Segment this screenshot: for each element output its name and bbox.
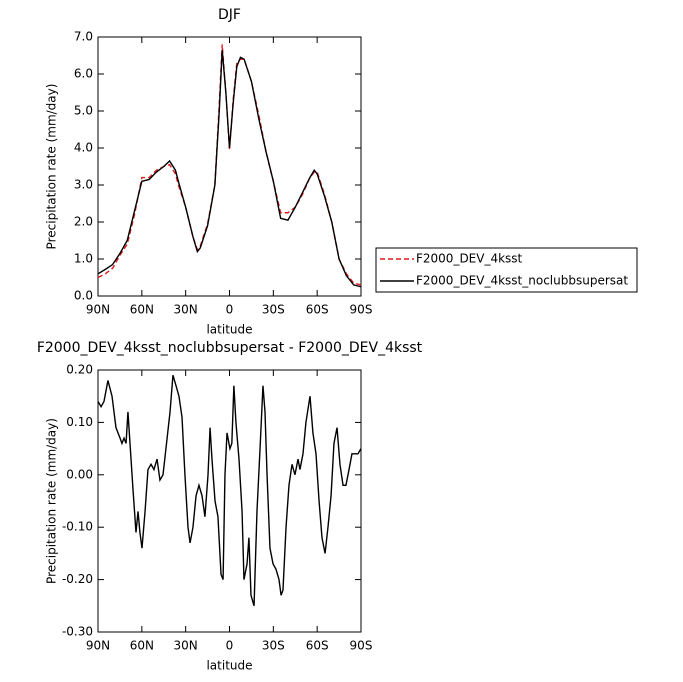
x-axis-label: latitude xyxy=(206,659,252,673)
y-tick-label: 0.10 xyxy=(66,415,93,429)
x-tick-label: 30S xyxy=(262,639,285,653)
x-tick-label: 60S xyxy=(306,639,329,653)
x-tick-label: 0 xyxy=(226,303,234,317)
y-tick-label: 0.20 xyxy=(66,363,93,377)
y-tick-label: 6.0 xyxy=(74,67,93,81)
x-tick-label: 30N xyxy=(174,639,198,653)
chart-title: F2000_DEV_4ksst_noclubbsupersat - F2000_… xyxy=(37,340,423,356)
y-tick-label: 1.0 xyxy=(74,252,93,266)
y-tick-label: -0.20 xyxy=(62,572,93,586)
x-tick-label: 90S xyxy=(350,303,373,317)
data-line xyxy=(97,375,362,606)
y-tick-label: -0.10 xyxy=(62,520,93,534)
plot-frame xyxy=(97,36,362,297)
data-line xyxy=(97,44,362,286)
legend-label: F2000_DEV_4ksst xyxy=(416,252,523,266)
y-tick-label: 7.0 xyxy=(74,30,93,44)
y-tick-label: 0.00 xyxy=(66,467,93,481)
x-tick-label: 90N xyxy=(86,303,110,317)
x-tick-label: 60S xyxy=(306,303,329,317)
x-tick-label: 30N xyxy=(174,303,198,317)
x-axis-label: latitude xyxy=(206,323,252,337)
plot-frame xyxy=(97,369,362,633)
x-tick-label: 30S xyxy=(262,303,285,317)
x-tick-label: 90N xyxy=(86,639,110,653)
x-tick-label: 90S xyxy=(350,639,373,653)
x-tick-label: 60N xyxy=(130,639,154,653)
legend-label: F2000_DEV_4ksst_noclubbsupersat xyxy=(416,274,628,288)
y-axis-label: Precipitation rate (mm/day) xyxy=(45,418,59,584)
x-tick-label: 0 xyxy=(226,639,234,653)
y-tick-label: 5.0 xyxy=(74,104,93,118)
y-axis-label: Precipitation rate (mm/day) xyxy=(45,84,59,250)
x-tick-label: 60N xyxy=(130,303,154,317)
y-tick-label: 3.0 xyxy=(74,178,93,192)
y-tick-label: 0.0 xyxy=(74,289,93,303)
y-tick-label: 2.0 xyxy=(74,215,93,229)
y-tick-label: 4.0 xyxy=(74,141,93,155)
data-line xyxy=(97,49,362,288)
chart-title: DJF xyxy=(218,7,241,23)
y-tick-label: -0.30 xyxy=(62,625,93,639)
legend-box xyxy=(375,247,638,293)
